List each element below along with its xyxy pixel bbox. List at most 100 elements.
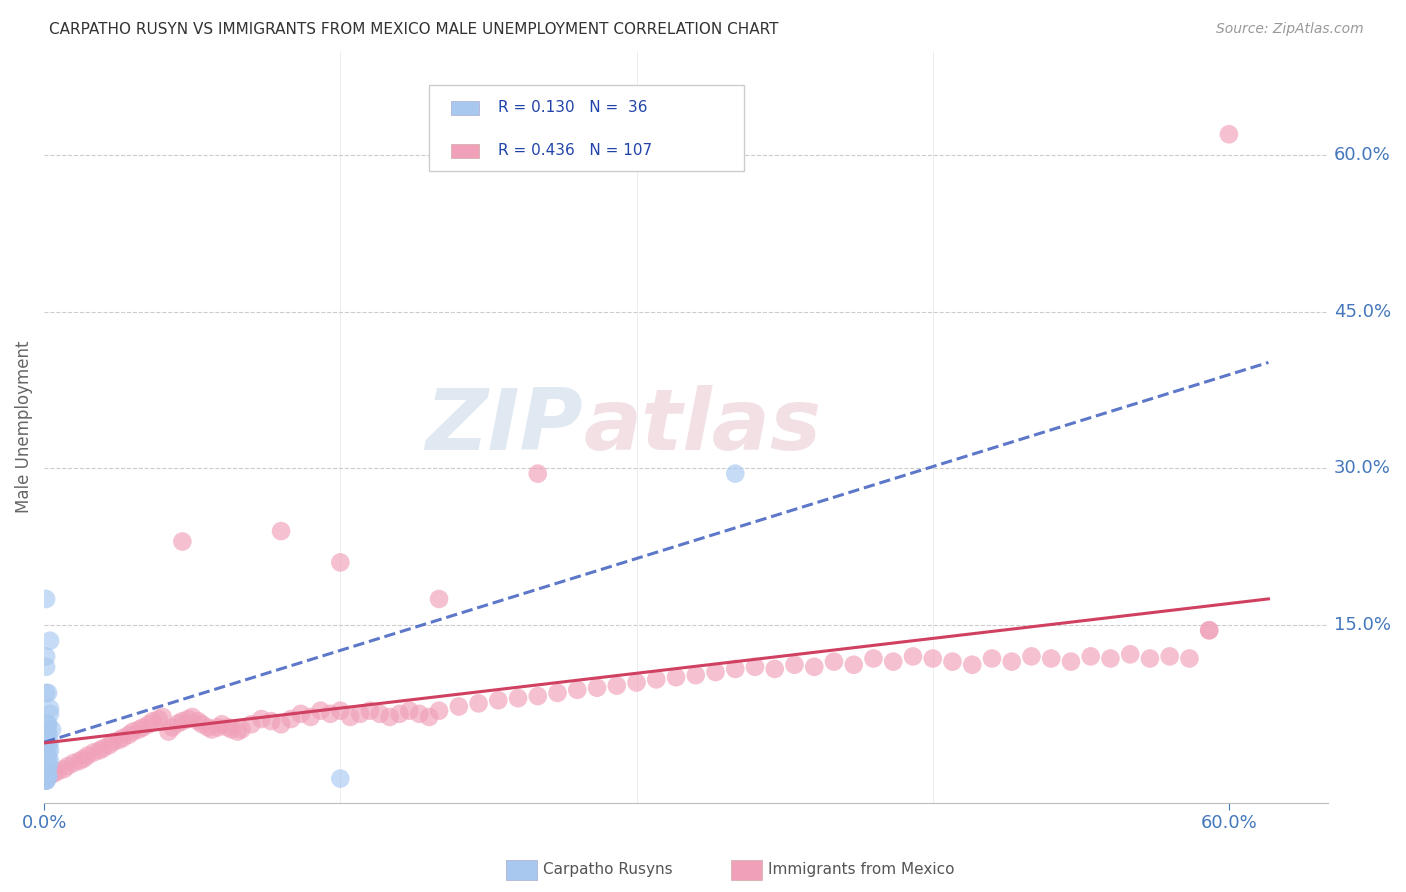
Point <box>260 714 283 728</box>
Point <box>82 746 104 760</box>
Point <box>37 770 59 784</box>
Point <box>35 772 58 787</box>
Point <box>547 686 569 700</box>
Point <box>39 735 62 749</box>
Point <box>42 766 65 780</box>
Point <box>46 764 69 779</box>
Point <box>52 762 75 776</box>
Point <box>862 651 884 665</box>
Point <box>172 714 194 728</box>
Point <box>122 724 145 739</box>
Point <box>724 662 747 676</box>
Point <box>35 773 58 788</box>
Text: 60.0%: 60.0% <box>1334 146 1391 164</box>
FancyBboxPatch shape <box>429 85 744 171</box>
Point <box>842 657 865 672</box>
FancyBboxPatch shape <box>451 145 479 158</box>
Point <box>783 657 806 672</box>
Point <box>35 773 58 788</box>
Text: atlas: atlas <box>583 385 821 468</box>
Text: R = 0.130   N =  36: R = 0.130 N = 36 <box>499 100 648 114</box>
Point <box>280 712 302 726</box>
Point <box>368 706 391 721</box>
Point <box>763 662 786 676</box>
Point <box>72 752 94 766</box>
Point <box>187 714 209 728</box>
Point <box>231 723 253 737</box>
Point <box>35 766 58 780</box>
Point <box>606 679 628 693</box>
Point <box>37 768 59 782</box>
Point <box>226 724 249 739</box>
Point <box>37 771 59 785</box>
Point <box>704 665 727 679</box>
Point <box>35 731 58 745</box>
Point <box>142 714 165 728</box>
Point <box>526 467 548 481</box>
Point <box>250 712 273 726</box>
Point <box>299 710 322 724</box>
Point <box>447 699 470 714</box>
Point <box>89 743 111 757</box>
Point <box>744 660 766 674</box>
Point <box>37 756 59 770</box>
Point <box>941 655 963 669</box>
Point <box>35 773 58 788</box>
Point <box>177 712 200 726</box>
Point <box>37 752 59 766</box>
Point <box>37 686 59 700</box>
Point <box>39 706 62 721</box>
Point <box>1139 651 1161 665</box>
Point <box>112 731 135 745</box>
Point <box>526 689 548 703</box>
Point <box>882 655 904 669</box>
Point <box>39 768 62 782</box>
Text: R = 0.436   N = 107: R = 0.436 N = 107 <box>499 144 652 158</box>
Point <box>35 772 58 786</box>
Point <box>207 720 229 734</box>
Point <box>349 706 371 721</box>
Point <box>128 723 150 737</box>
Point <box>39 754 62 768</box>
Point <box>56 759 79 773</box>
Point <box>221 723 243 737</box>
Text: 45.0%: 45.0% <box>1334 302 1391 321</box>
Point <box>37 770 59 784</box>
Point <box>35 733 58 747</box>
Point <box>217 720 239 734</box>
Point <box>76 748 98 763</box>
Point <box>118 728 141 742</box>
Point <box>378 710 401 724</box>
Point <box>62 756 84 770</box>
Point <box>191 717 214 731</box>
Point <box>685 668 707 682</box>
Point <box>329 704 352 718</box>
Point <box>1040 651 1063 665</box>
Point <box>37 761 59 775</box>
Point <box>506 691 529 706</box>
Point <box>39 743 62 757</box>
Point <box>37 728 59 742</box>
Y-axis label: Male Unemployment: Male Unemployment <box>15 341 32 513</box>
Point <box>486 693 509 707</box>
Point <box>1080 649 1102 664</box>
Text: 30.0%: 30.0% <box>1334 459 1391 477</box>
Point <box>93 741 115 756</box>
Point <box>329 555 352 569</box>
Point <box>586 681 609 695</box>
Point <box>665 670 688 684</box>
Point <box>1198 624 1220 638</box>
Point <box>98 738 121 752</box>
Text: 15.0%: 15.0% <box>1334 616 1391 634</box>
Point <box>981 651 1004 665</box>
Point <box>724 467 747 481</box>
Point <box>41 723 63 737</box>
Point <box>39 701 62 715</box>
Point <box>960 657 983 672</box>
Point <box>37 759 59 773</box>
Point <box>270 717 292 731</box>
Point <box>201 723 224 737</box>
Point <box>418 710 440 724</box>
Point <box>290 706 312 721</box>
Point <box>645 673 668 687</box>
